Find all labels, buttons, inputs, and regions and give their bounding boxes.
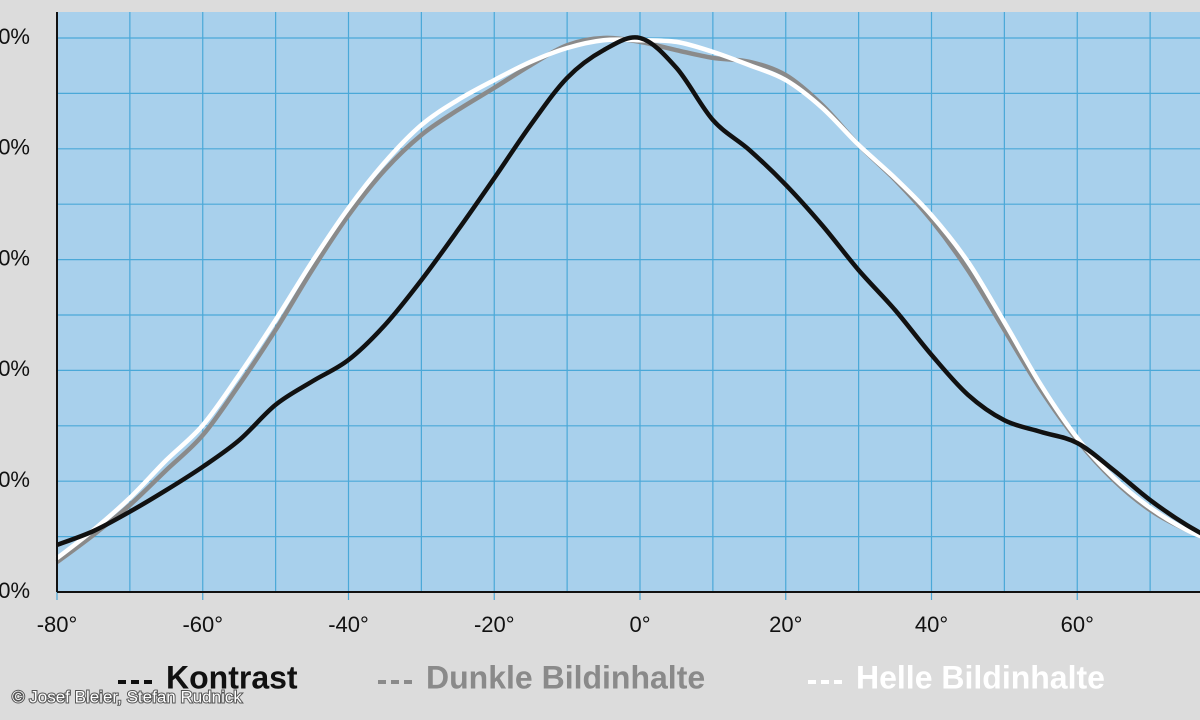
legend-label: Dunkle Bildinhalte: [426, 659, 705, 695]
x-tick-label: -20°: [474, 612, 515, 637]
y-tick-label: 100%: [0, 24, 30, 49]
series-line: [56, 35, 1200, 548]
y-tick-label: 40%: [0, 356, 30, 381]
credit: © Josef Bleier, Stefan Rudnick: [12, 687, 242, 706]
y-tick-label: 60%: [0, 245, 30, 270]
legend-label: Helle Bildinhalte: [856, 659, 1105, 695]
x-tick-label: 60°: [1061, 612, 1094, 637]
x-tick-label: 0°: [629, 612, 650, 637]
x-tick-label: -80°: [37, 612, 78, 637]
y-tick-label: 0%: [0, 578, 30, 603]
plot-background: [57, 12, 1200, 592]
x-tick-label: -40°: [328, 612, 369, 637]
y-tick-label: 80%: [0, 135, 30, 160]
legend-label: Kontrast: [166, 659, 298, 695]
x-tick-label: -60°: [182, 612, 223, 637]
y-tick-label: 20%: [0, 467, 30, 492]
x-tick-label: 40°: [915, 612, 948, 637]
x-tick-label: 20°: [769, 612, 802, 637]
